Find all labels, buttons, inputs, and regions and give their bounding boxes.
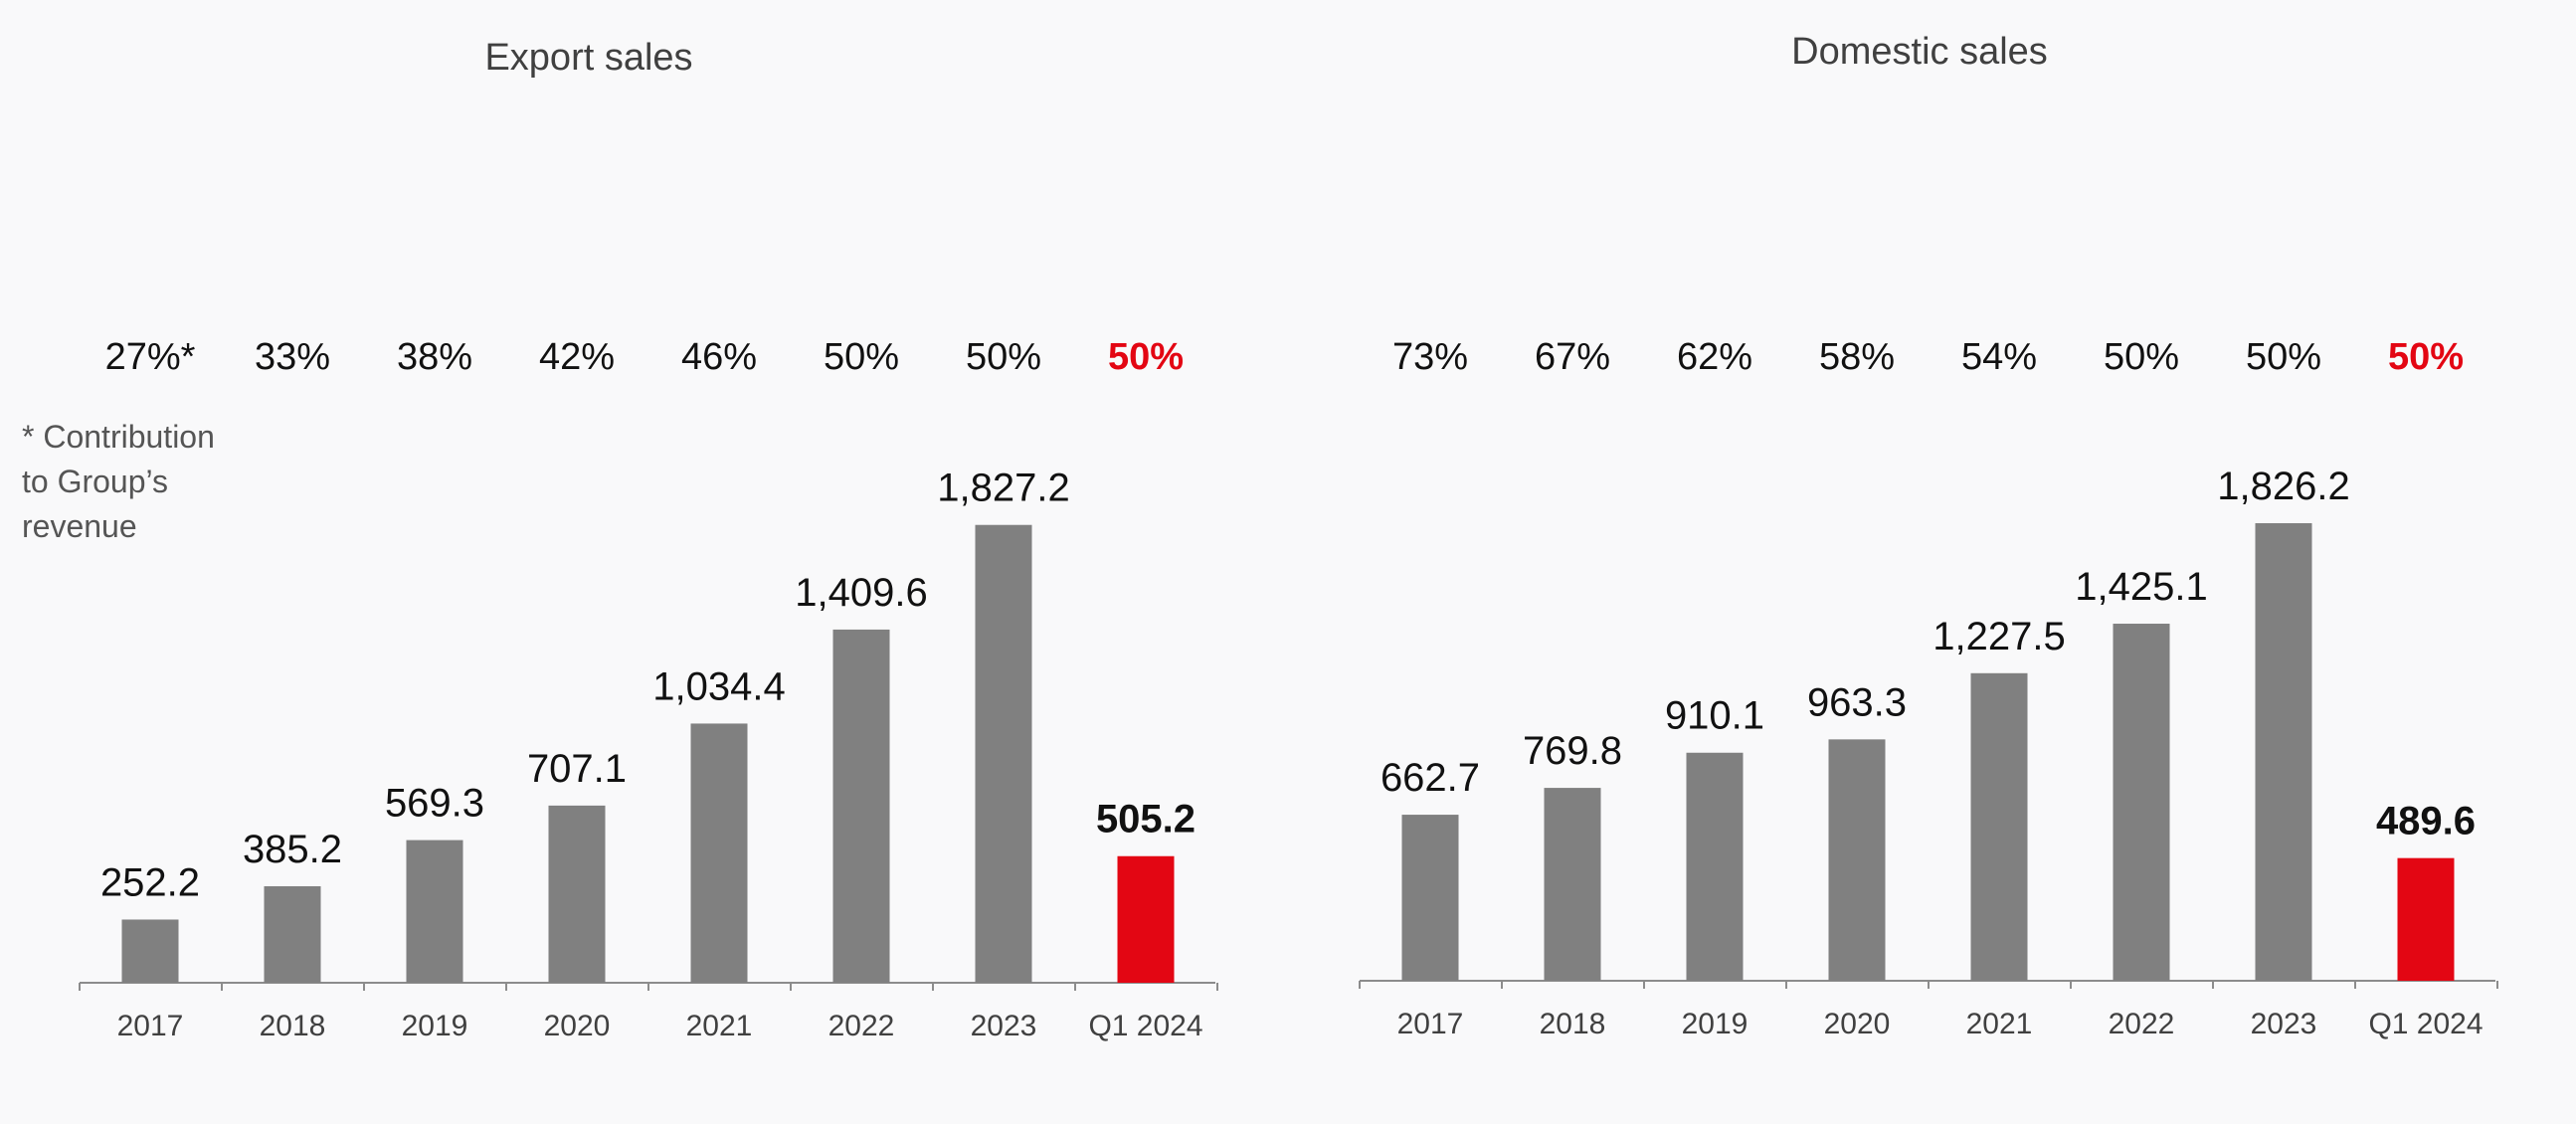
export-chart-title: Export sales (484, 37, 692, 79)
contribution-note-line-2: to Group’s (22, 464, 168, 499)
domestic-bar-2019 (1686, 752, 1744, 981)
export-value-label: 1,034.4 (652, 664, 785, 708)
domestic-value-label: 910.1 (1665, 694, 1764, 738)
domestic-category-label: 2017 (1397, 1008, 1464, 1040)
export-value-label: 569.3 (385, 782, 484, 826)
export-bar-2021 (690, 723, 748, 983)
domestic-category-label: 2022 (2109, 1008, 2175, 1040)
domestic-category-label: 2023 (2251, 1008, 2317, 1040)
domestic-share-label: 62% (1677, 336, 1752, 378)
domestic-bar-2017 (1401, 815, 1459, 981)
domestic-value-label: 963.3 (1807, 680, 1907, 724)
domestic-chart-title: Domestic sales (1791, 31, 2048, 73)
export-category-label: 2018 (260, 1010, 326, 1042)
export-bar-q1-2024 (1117, 855, 1175, 983)
export-share-label: 27%* (105, 336, 196, 378)
export-sales-chart: Export sales * Contribution to Group’s r… (22, 37, 1218, 1042)
export-share-label: 50% (824, 336, 899, 378)
export-bar-2017 (121, 919, 179, 983)
domestic-value-label: 662.7 (1380, 756, 1480, 800)
domestic-bar-2018 (1544, 788, 1601, 981)
domestic-share-label: 50% (2104, 336, 2179, 378)
export-category-label: Q1 2024 (1088, 1010, 1202, 1042)
export-share-label: 42% (539, 336, 615, 378)
domestic-bar-2020 (1828, 739, 1886, 981)
domestic-share-label: 54% (1961, 336, 2037, 378)
domestic-share-label: 58% (1819, 336, 1895, 378)
domestic-category-label: 2019 (1682, 1008, 1748, 1040)
export-bar-2018 (264, 885, 321, 983)
domestic-value-label: 769.8 (1523, 729, 1622, 773)
contribution-note-line-1: * Contribution (22, 419, 215, 455)
domestic-bar-2023 (2255, 522, 2312, 981)
domestic-bar-2021 (1970, 672, 2028, 981)
export-value-label: 385.2 (243, 828, 342, 871)
domestic-bar-q1-2024 (2397, 857, 2455, 981)
export-bar-2022 (832, 629, 890, 983)
domestic-bar-2022 (2113, 624, 2170, 981)
export-category-label: 2021 (686, 1010, 753, 1042)
export-category-label: 2019 (402, 1010, 468, 1042)
domestic-value-label: 489.6 (2376, 800, 2476, 843)
domestic-category-label: Q1 2024 (2368, 1008, 2483, 1040)
export-share-label: 50% (1108, 336, 1184, 378)
domestic-share-label: 50% (2246, 336, 2321, 378)
export-share-label: 38% (397, 336, 472, 378)
domestic-value-label: 1,826.2 (2217, 465, 2349, 508)
export-category-label: 2022 (828, 1010, 895, 1042)
domestic-value-label: 1,227.5 (1932, 615, 2065, 658)
export-bar-2020 (548, 805, 606, 983)
export-bar-2023 (975, 524, 1032, 983)
domestic-sales-chart: Domestic sales 662.7 73% 2017 769.8 67% 2018 9… (1359, 31, 2498, 1040)
export-share-label: 33% (255, 336, 330, 378)
export-category-label: 2020 (544, 1010, 611, 1042)
export-share-label: 46% (681, 336, 757, 378)
export-value-label: 252.2 (100, 860, 200, 904)
export-value-label: 505.2 (1096, 798, 1196, 842)
export-category-label: 2017 (117, 1010, 184, 1042)
export-bar-2019 (406, 840, 463, 983)
export-value-label: 1,827.2 (937, 467, 1069, 510)
domestic-category-label: 2020 (1824, 1008, 1891, 1040)
export-category-label: 2023 (971, 1010, 1037, 1042)
domestic-plot-area: 662.7 73% 2017 769.8 67% 2018 910.1 62% 2019 963.… (1359, 336, 2498, 1040)
domestic-category-label: 2021 (1966, 1008, 2033, 1040)
contribution-note-line-3: revenue (22, 508, 137, 544)
domestic-category-label: 2018 (1540, 1008, 1606, 1040)
export-plot-area: 252.2 27%* 2017 385.2 33% 2018 569.3 38% 2019 707… (79, 336, 1218, 1042)
domestic-share-label: 73% (1392, 336, 1468, 378)
export-value-label: 707.1 (527, 747, 627, 791)
domestic-share-label: 67% (1535, 336, 1610, 378)
domestic-value-label: 1,425.1 (2075, 565, 2207, 609)
domestic-share-label: 50% (2388, 336, 2464, 378)
export-share-label: 50% (966, 336, 1041, 378)
contribution-note: * Contribution to Group’s revenue (22, 419, 224, 544)
export-value-label: 1,409.6 (795, 571, 927, 615)
